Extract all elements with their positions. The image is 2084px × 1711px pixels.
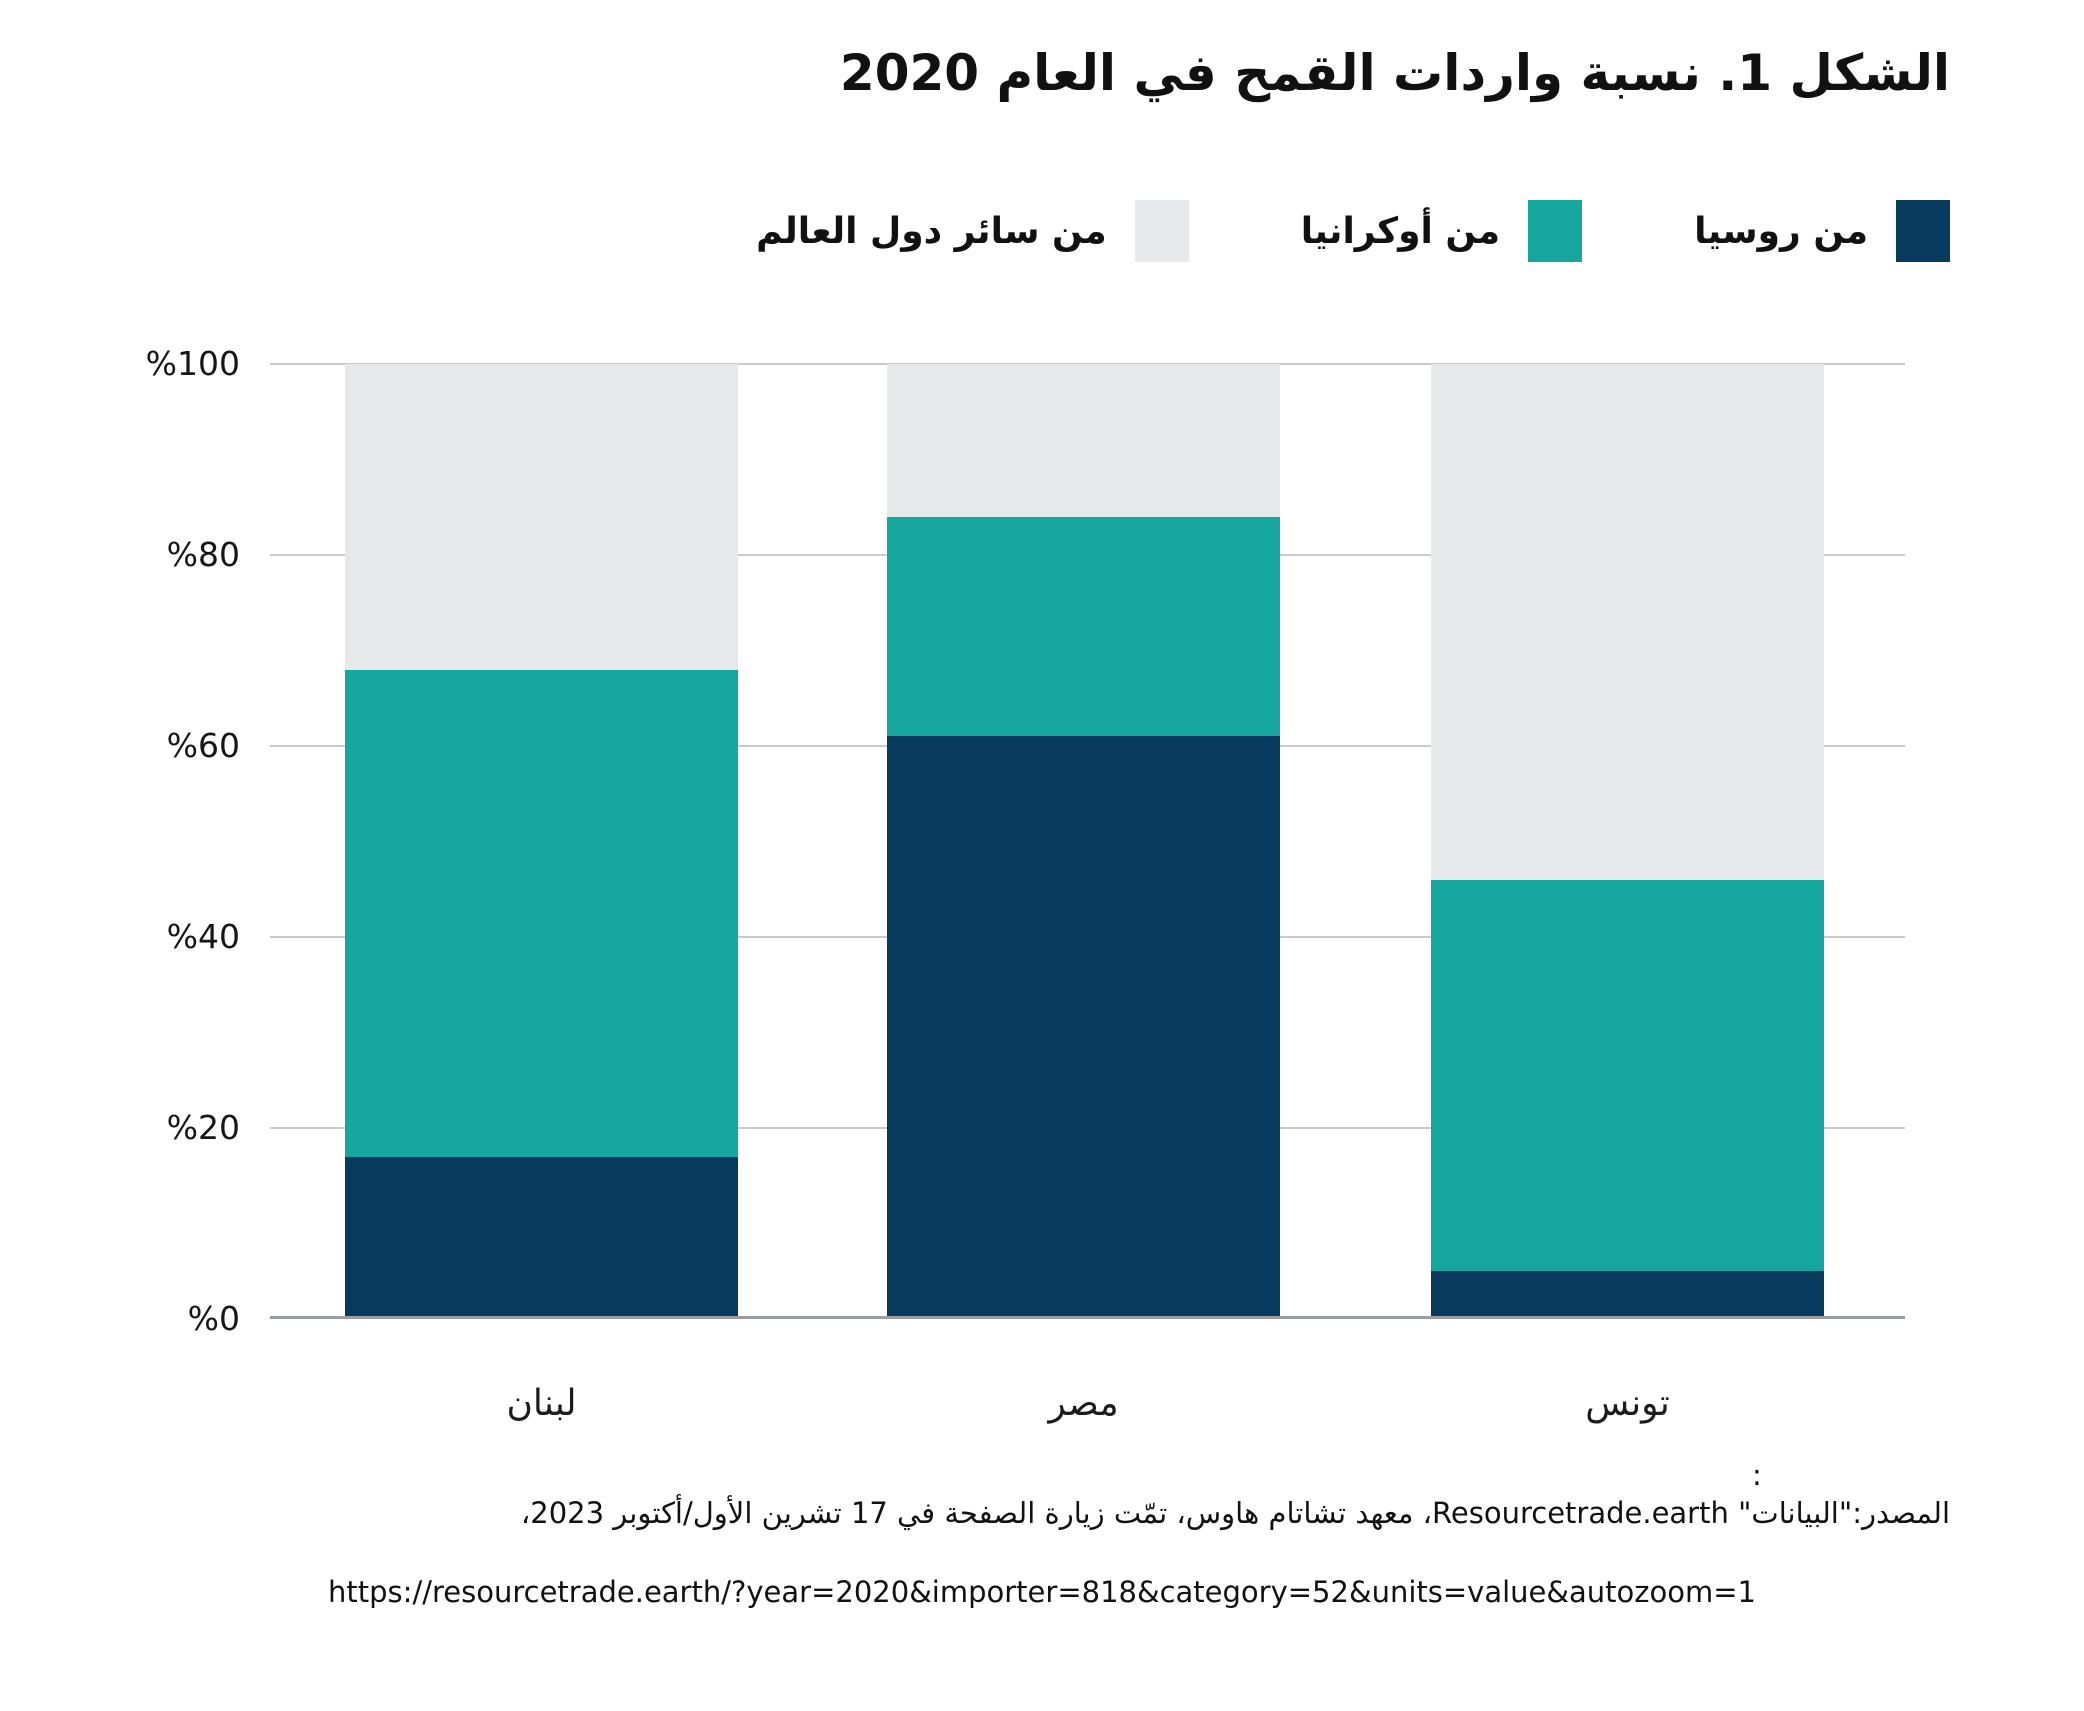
gridline-0pct bbox=[270, 1316, 1905, 1319]
bar-1 bbox=[887, 364, 1280, 1319]
bar-0 bbox=[345, 364, 738, 1319]
y-tick-label-80pct: %80 bbox=[166, 535, 240, 574]
chart-title: الشكل 1. نسبة واردات القمح في العام 2020 bbox=[839, 44, 1950, 102]
category-label: تونس bbox=[1585, 1383, 1670, 1424]
bar-segment bbox=[887, 516, 1280, 737]
plot-area: %0 %20 %40 %60 %80 %100 لبنان مصر تونس bbox=[146, 344, 1905, 1424]
y-tick-label-20pct: %20 bbox=[166, 1108, 240, 1147]
legend-label-russia: من روسيا bbox=[1694, 210, 1868, 252]
bar-segment bbox=[345, 364, 738, 670]
category-label: لبنان bbox=[506, 1383, 577, 1424]
legend-swatch-ukraine bbox=[1528, 200, 1583, 262]
y-tick-label-100pct: %100 bbox=[145, 344, 240, 383]
bar-2 bbox=[1431, 364, 1824, 1319]
y-tick-label-0pct: %0 bbox=[187, 1299, 240, 1338]
y-tick-label-60pct: %60 bbox=[166, 726, 240, 765]
legend-swatch-rest-of-world bbox=[1134, 200, 1189, 262]
legend: من روسيا من أوكرانيا من سائر دول العالم bbox=[756, 198, 1950, 264]
bar-segment bbox=[345, 1156, 738, 1319]
bar-segment bbox=[345, 669, 738, 1157]
bar-segment bbox=[887, 736, 1280, 1319]
y-tick-label-40pct: %40 bbox=[166, 917, 240, 956]
gridline-100pct bbox=[270, 363, 1905, 365]
source-line: المصدر:"البيانات" Resourcetrade.earth، م… bbox=[520, 1496, 1950, 1530]
legend-item-russia: من روسيا bbox=[1694, 200, 1950, 262]
source-url: https://resourcetrade.earth/?year=2020&i… bbox=[328, 1575, 1756, 1609]
bar-segment bbox=[887, 364, 1280, 517]
legend-label-ukraine: من أوكرانيا bbox=[1300, 210, 1501, 252]
bar-segment bbox=[1431, 879, 1824, 1272]
bar-segment bbox=[1431, 1271, 1824, 1319]
legend-swatch-russia bbox=[1896, 200, 1950, 262]
category-label: مصر bbox=[1048, 1383, 1119, 1424]
legend-item-ukraine: من أوكرانيا bbox=[1300, 200, 1583, 262]
legend-label-rest-of-world: من سائر دول العالم bbox=[756, 210, 1107, 252]
source-colon: : bbox=[1752, 1458, 1762, 1492]
bar-segment bbox=[1431, 364, 1824, 880]
legend-item-rest-of-world: من سائر دول العالم bbox=[756, 200, 1189, 262]
